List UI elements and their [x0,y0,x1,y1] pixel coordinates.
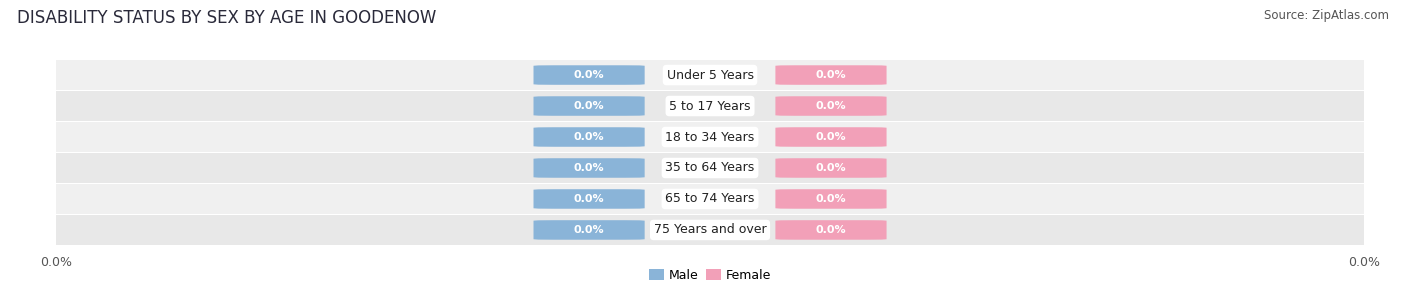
FancyBboxPatch shape [533,220,644,240]
FancyBboxPatch shape [56,122,1364,152]
FancyBboxPatch shape [56,60,1364,90]
Text: 0.0%: 0.0% [815,70,846,80]
FancyBboxPatch shape [776,96,887,116]
FancyBboxPatch shape [533,158,644,178]
FancyBboxPatch shape [533,96,644,116]
Text: 5 to 17 Years: 5 to 17 Years [669,99,751,113]
FancyBboxPatch shape [776,220,887,240]
Text: 0.0%: 0.0% [815,163,846,173]
Text: DISABILITY STATUS BY SEX BY AGE IN GOODENOW: DISABILITY STATUS BY SEX BY AGE IN GOODE… [17,9,436,27]
Text: 0.0%: 0.0% [574,194,605,204]
Text: 18 to 34 Years: 18 to 34 Years [665,131,755,144]
FancyBboxPatch shape [533,65,644,85]
FancyBboxPatch shape [776,127,887,147]
Text: 0.0%: 0.0% [574,101,605,111]
FancyBboxPatch shape [533,127,644,147]
Text: 65 to 74 Years: 65 to 74 Years [665,192,755,206]
FancyBboxPatch shape [533,189,644,209]
FancyBboxPatch shape [56,92,1364,120]
Text: Source: ZipAtlas.com: Source: ZipAtlas.com [1264,9,1389,22]
Text: 0.0%: 0.0% [574,163,605,173]
Text: 35 to 64 Years: 35 to 64 Years [665,161,755,174]
FancyBboxPatch shape [776,65,887,85]
FancyBboxPatch shape [56,185,1364,214]
Text: Under 5 Years: Under 5 Years [666,69,754,81]
Text: 0.0%: 0.0% [574,132,605,142]
Text: 75 Years and over: 75 Years and over [654,224,766,236]
FancyBboxPatch shape [776,158,887,178]
Text: 0.0%: 0.0% [574,70,605,80]
FancyBboxPatch shape [56,215,1364,245]
Text: 0.0%: 0.0% [574,225,605,235]
Text: 0.0%: 0.0% [815,225,846,235]
Legend: Male, Female: Male, Female [644,264,776,287]
Text: 0.0%: 0.0% [815,194,846,204]
Text: 0.0%: 0.0% [815,101,846,111]
FancyBboxPatch shape [56,153,1364,183]
Text: 0.0%: 0.0% [815,132,846,142]
FancyBboxPatch shape [776,189,887,209]
